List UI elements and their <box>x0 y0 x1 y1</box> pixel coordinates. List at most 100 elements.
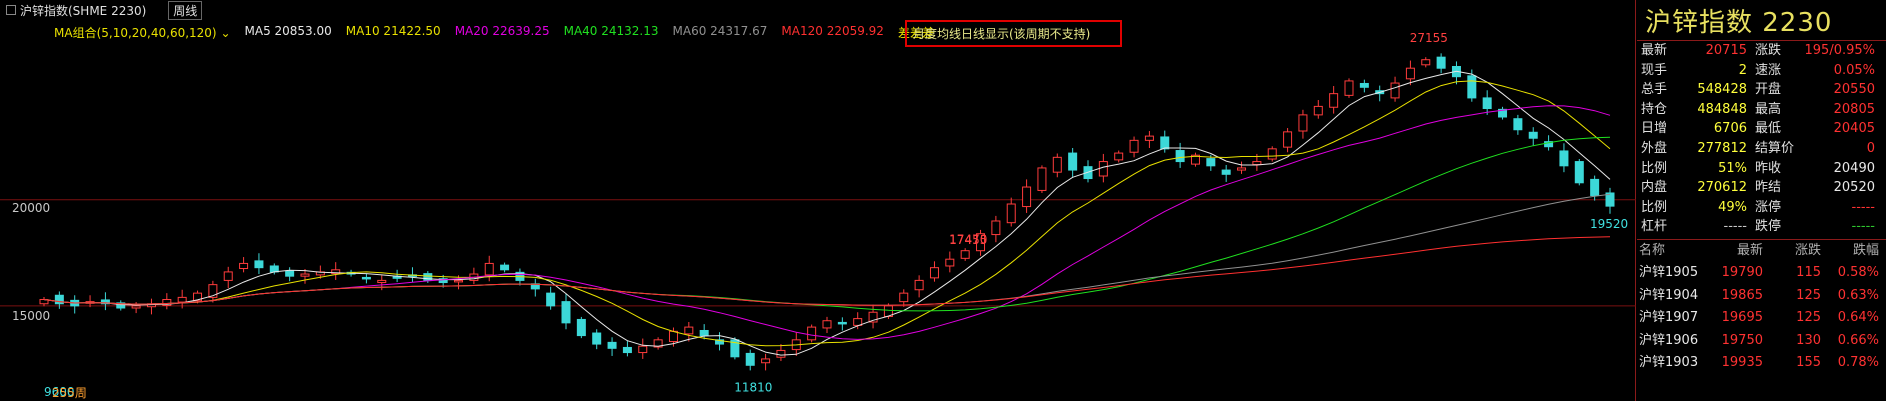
candle-body <box>423 273 433 281</box>
quote-label: 昨结 <box>1755 180 1782 196</box>
contract-header: 名称 最新 涨跌 跌幅 <box>1637 238 1886 262</box>
candle-body <box>1175 150 1185 163</box>
candle-body <box>561 301 571 324</box>
candle-body <box>54 294 64 305</box>
kline-chart[interactable]: 沪锌指数(SHME 2230) 周线 MA组合(5,10,20,40,60,12… <box>0 0 1636 401</box>
extreme-label: 11810 <box>734 381 772 395</box>
candle-body <box>454 279 464 283</box>
contract-list: 沪锌1905 19790 115 0.58% 沪锌1904 19865 125 0.63% 沪锌… <box>1637 262 1886 375</box>
quote-value: 0.05% <box>1833 62 1875 78</box>
candle-body <box>1022 186 1032 208</box>
quote-label: 比例 <box>1641 160 1668 176</box>
candle-body <box>607 341 617 349</box>
contract-last: 19865 <box>1721 287 1763 303</box>
quote-label: 比例 <box>1641 199 1668 215</box>
checkbox-icon <box>6 5 16 15</box>
quote-label: 结算价 <box>1755 140 1795 156</box>
contract-row[interactable]: 沪锌1907 19695 125 0.64% <box>1637 307 1886 330</box>
candle-body <box>361 276 371 280</box>
candle-body <box>1160 136 1170 150</box>
contract-name: 沪锌1903 <box>1639 355 1699 371</box>
contract-change: 125 <box>1796 310 1821 326</box>
candle-body <box>730 339 740 358</box>
candle-body <box>177 296 187 303</box>
contract-last: 19750 <box>1721 332 1763 348</box>
contract-row[interactable]: 沪锌1904 19865 125 0.63% <box>1637 285 1886 308</box>
candle-body <box>285 270 295 277</box>
candle-body <box>1267 148 1277 160</box>
candle-body <box>223 271 233 281</box>
contract-row[interactable]: 沪锌1903 19935 155 0.78% <box>1637 352 1886 375</box>
quote-title: 沪锌指数 2230 <box>1637 0 1886 41</box>
candle-body <box>822 320 832 329</box>
contract-change: 130 <box>1796 332 1821 348</box>
candle-body <box>300 273 310 277</box>
quote-value: 20520 <box>1833 180 1875 196</box>
tab-symbol[interactable]: 沪锌指数(SHME 2230) <box>6 2 146 19</box>
chevron-down-icon: ⌄ <box>216 26 231 40</box>
tab-symbol-label: 沪锌指数(SHME 2230) <box>20 3 147 18</box>
candle-body <box>776 349 786 358</box>
contract-change: 155 <box>1796 355 1821 371</box>
candle-body <box>653 339 663 348</box>
quote-value: 20805 <box>1833 101 1875 117</box>
ma-group-label[interactable]: MA组合(5,10,20,40,60,120) ⌄ <box>54 26 231 40</box>
candle-body <box>960 250 970 259</box>
candle-body <box>914 279 924 291</box>
extreme-label: 19520 <box>1590 217 1628 231</box>
candle-body <box>1190 154 1200 165</box>
candle-body <box>1329 93 1339 108</box>
candle-body <box>116 302 126 309</box>
candle-body <box>1313 105 1323 116</box>
quote-label: 持仓 <box>1641 101 1668 117</box>
extreme-label: 17455 <box>949 233 987 247</box>
contract-row[interactable]: 沪锌1905 19790 115 0.58% <box>1637 262 1886 285</box>
contract-name: 沪锌1905 <box>1639 264 1699 280</box>
tab-weekly[interactable]: 周线 <box>168 0 203 20</box>
quote-value: 20715 <box>1705 43 1747 58</box>
contract-name: 沪锌1907 <box>1639 310 1699 326</box>
y-tick-20000: 20000 <box>12 201 51 215</box>
contract-pct: 0.66% <box>1837 332 1879 348</box>
contract-last: 19695 <box>1721 310 1763 326</box>
candle-body <box>100 299 110 305</box>
candle-body <box>1098 161 1108 177</box>
candle-body <box>1513 118 1523 131</box>
quote-value: ----- <box>1723 219 1747 235</box>
quote-label: 外盘 <box>1641 140 1668 156</box>
ma-line <box>43 80 1611 347</box>
quote-label: 现手 <box>1641 62 1668 78</box>
quote-label: 速涨 <box>1755 62 1782 78</box>
quote-value: 195/0.95% <box>1804 43 1876 58</box>
candle-body <box>162 299 172 306</box>
ma-line <box>43 70 1611 356</box>
quote-value: 49% <box>1718 199 1747 215</box>
quote-value: 20550 <box>1833 82 1875 98</box>
col-name: 名称 <box>1639 242 1666 258</box>
quote-label: 昨收 <box>1755 160 1782 176</box>
quote-value: 548428 <box>1697 82 1747 98</box>
contract-row[interactable]: 沪锌1906 19750 130 0.66% <box>1637 330 1886 353</box>
contract-change: 115 <box>1796 264 1821 280</box>
candle-body <box>1528 131 1538 139</box>
candle-body <box>1144 135 1154 141</box>
candle-body <box>1206 158 1216 167</box>
candle-body <box>699 329 709 337</box>
extreme-label: 17470 <box>949 232 987 246</box>
extreme-label: 27155 <box>1410 31 1448 45</box>
chart-tabs: 沪锌指数(SHME 2230) 周线 <box>0 0 1636 20</box>
col-pct: 跌幅 <box>1852 242 1879 258</box>
quote-label: 最新 <box>1641 43 1668 58</box>
candle-body <box>1559 150 1569 167</box>
candle-body <box>208 284 218 298</box>
candle-body <box>1037 167 1047 191</box>
candle-body <box>500 264 510 271</box>
quote-panel: 沪锌指数 2230 最新 20715 涨跌 195/0.95% 现手 2 速涨 0.05% 总手… <box>1637 0 1886 401</box>
quote-value: 20405 <box>1833 121 1875 137</box>
ma5-value: MA5 20853.00 <box>244 24 332 38</box>
candle-body <box>1467 75 1477 99</box>
ma-line <box>43 193 1611 306</box>
col-change: 涨跌 <box>1794 242 1821 258</box>
candle-body <box>1006 203 1016 224</box>
